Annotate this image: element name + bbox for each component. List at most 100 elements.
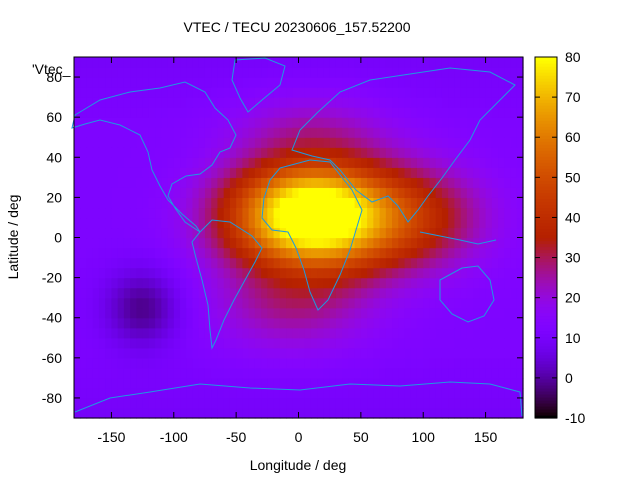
heatmap-cell xyxy=(454,177,462,188)
heatmap-cell xyxy=(223,77,231,88)
heatmap-cell xyxy=(217,187,225,198)
heatmap-cell xyxy=(105,347,113,359)
heatmap-cell xyxy=(423,137,431,148)
heatmap-cell xyxy=(142,67,150,78)
heatmap-cell xyxy=(473,277,480,289)
heatmap-cell xyxy=(473,147,480,158)
heatmap-cell xyxy=(498,267,505,279)
heatmap-cell xyxy=(111,367,119,379)
heatmap-cell xyxy=(123,327,131,339)
heatmap-cell xyxy=(398,267,406,279)
heatmap-cell xyxy=(504,407,512,419)
heatmap-cell xyxy=(379,407,387,419)
heatmap-cell xyxy=(248,107,256,118)
heatmap-cell xyxy=(292,387,300,399)
heatmap-cell xyxy=(460,327,468,339)
heatmap-cell xyxy=(360,187,368,198)
heatmap-cell xyxy=(298,207,306,219)
y-tick-label: 40 xyxy=(46,149,62,165)
heatmap-cell xyxy=(286,337,293,349)
heatmap-cell xyxy=(435,127,443,138)
heatmap-cell xyxy=(317,197,325,209)
heatmap-cell xyxy=(161,157,169,168)
heatmap-cell xyxy=(398,277,406,289)
heatmap-cell xyxy=(404,367,412,379)
heatmap-cell xyxy=(367,167,374,178)
heatmap-cell xyxy=(155,167,162,178)
heatmap-cell xyxy=(136,317,144,329)
heatmap-cell xyxy=(510,307,518,319)
heatmap-cell xyxy=(379,117,387,128)
heatmap-cell xyxy=(105,57,113,68)
heatmap-cell xyxy=(429,157,437,168)
heatmap-cell xyxy=(298,57,306,68)
heatmap-cell xyxy=(460,397,468,409)
heatmap-cell xyxy=(279,267,287,279)
heatmap-cell xyxy=(454,87,462,98)
heatmap-cell xyxy=(448,277,456,289)
heatmap-cell xyxy=(111,57,119,68)
heatmap-cell xyxy=(435,267,443,279)
heatmap-cell xyxy=(373,187,381,198)
heatmap-cell xyxy=(292,307,300,319)
heatmap-cell xyxy=(404,157,412,168)
heatmap-cell xyxy=(354,67,362,78)
heatmap-cell xyxy=(448,127,456,138)
heatmap-cell xyxy=(105,287,113,299)
heatmap-cell xyxy=(111,87,119,98)
heatmap-cell xyxy=(491,197,499,209)
heatmap-cell xyxy=(92,187,100,198)
heatmap-cell xyxy=(423,67,431,78)
heatmap-cell xyxy=(229,147,237,158)
heatmap-cell xyxy=(173,87,181,98)
heatmap-cell xyxy=(117,327,125,339)
heatmap-cell xyxy=(267,277,275,289)
heatmap-cell xyxy=(242,407,250,419)
heatmap-cell xyxy=(435,227,443,239)
heatmap-cell xyxy=(373,177,381,188)
heatmap-cell xyxy=(142,387,150,399)
heatmap-cell xyxy=(348,267,356,279)
heatmap-cell xyxy=(148,97,156,108)
heatmap-cell xyxy=(360,267,368,279)
heatmap-cell xyxy=(473,127,480,138)
heatmap-cell xyxy=(491,247,499,259)
heatmap-cell xyxy=(516,177,524,188)
heatmap-cell xyxy=(86,237,94,249)
heatmap-cell xyxy=(86,87,94,98)
heatmap-cell xyxy=(392,327,399,339)
heatmap-cell xyxy=(167,87,175,98)
heatmap-cell xyxy=(473,87,480,98)
heatmap-cell xyxy=(385,187,393,198)
heatmap-cell xyxy=(192,267,200,279)
heatmap-cell xyxy=(429,297,437,309)
heatmap-cell xyxy=(435,187,443,198)
heatmap-cell xyxy=(236,247,243,259)
heatmap-cell xyxy=(485,297,493,309)
heatmap-cell xyxy=(416,377,424,389)
heatmap-cell xyxy=(423,217,431,229)
heatmap-cell xyxy=(348,217,356,229)
colorbar-band xyxy=(535,405,557,410)
heatmap-cell xyxy=(379,137,387,148)
heatmap-cell xyxy=(123,277,131,289)
heatmap-cell xyxy=(516,197,524,209)
heatmap-cell xyxy=(342,407,349,419)
heatmap-cell xyxy=(491,337,499,349)
heatmap-cell xyxy=(80,67,88,78)
heatmap-cell xyxy=(335,317,343,329)
heatmap-cell xyxy=(198,237,206,249)
heatmap-cell xyxy=(80,187,88,198)
heatmap-cell xyxy=(161,337,169,349)
heatmap-cell xyxy=(404,87,412,98)
heatmap-cell xyxy=(448,257,456,269)
heatmap-cell xyxy=(286,97,293,108)
heatmap-cell xyxy=(130,267,137,279)
heatmap-cell xyxy=(279,177,287,188)
heatmap-cell xyxy=(211,207,219,219)
heatmap-cell xyxy=(335,397,343,409)
coastline-greenland xyxy=(231,57,286,113)
heatmap-cell xyxy=(254,87,262,98)
heatmap-cell xyxy=(211,267,219,279)
heatmap-cell xyxy=(498,197,505,209)
